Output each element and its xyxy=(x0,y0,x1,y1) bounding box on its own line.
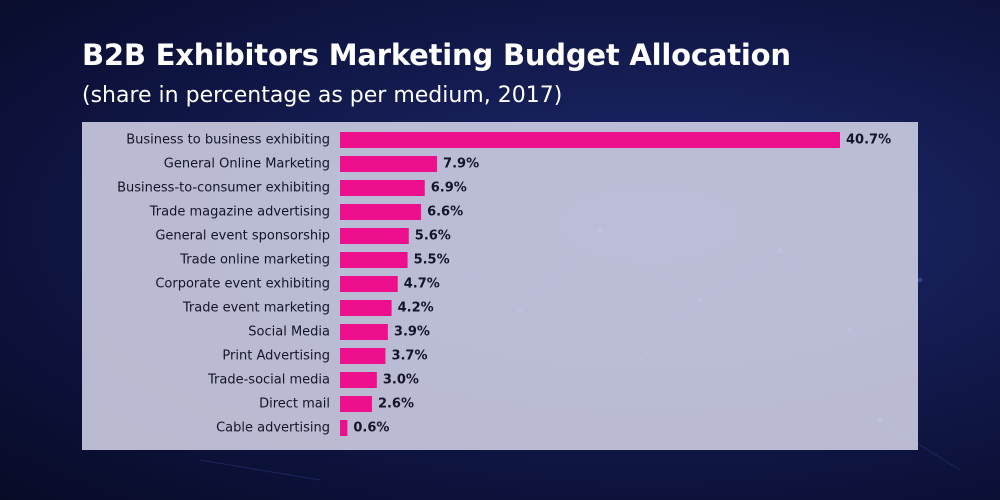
bar xyxy=(340,252,408,268)
category-label: Trade online marketing xyxy=(179,253,330,268)
bar-chart: Business to business exhibiting 40.7% Gene… xyxy=(117,132,891,436)
category-label: Social Media xyxy=(248,325,330,340)
category-label: Business-to-consumer exhibiting xyxy=(117,181,330,196)
bar xyxy=(340,396,372,412)
category-label: General event sponsorship xyxy=(155,229,330,244)
category-label: Business to business exhibiting xyxy=(126,133,330,148)
bar xyxy=(340,300,392,316)
bar xyxy=(340,132,840,148)
value-label: 3.9% xyxy=(394,325,430,340)
value-label: 6.6% xyxy=(427,205,463,220)
value-label: 4.2% xyxy=(398,301,434,316)
value-label: 0.6% xyxy=(353,421,389,436)
bar xyxy=(340,156,438,172)
category-label: Print Advertising xyxy=(222,349,330,364)
value-label: 3.7% xyxy=(391,349,427,364)
chart-title: B2B Exhibitors Marketing Budget Allocati… xyxy=(82,38,791,72)
category-label: Trade-social media xyxy=(207,373,330,388)
bar xyxy=(340,324,388,340)
category-label: Direct mail xyxy=(259,397,330,412)
category-label: Trade magazine advertising xyxy=(149,205,330,220)
value-label: 3.0% xyxy=(383,373,419,388)
chart-subtitle: (share in percentage as per medium, 2017… xyxy=(82,83,563,108)
category-label: Trade event marketing xyxy=(182,301,330,316)
bar xyxy=(340,204,422,220)
category-label: Corporate event exhibiting xyxy=(155,277,330,292)
value-label: 5.6% xyxy=(415,229,451,244)
bar xyxy=(340,348,386,364)
chart-panel: Business to business exhibiting 40.7% Gene… xyxy=(82,122,918,450)
bar xyxy=(340,372,377,388)
bar xyxy=(340,180,425,196)
category-label: Cable advertising xyxy=(216,421,330,436)
value-label: 7.9% xyxy=(443,157,479,172)
bar xyxy=(340,228,409,244)
value-label: 2.6% xyxy=(378,397,414,412)
value-label: 40.7% xyxy=(846,133,891,148)
value-label: 4.7% xyxy=(404,277,440,292)
bar xyxy=(340,420,348,436)
value-label: 5.5% xyxy=(414,253,450,268)
category-label: General Online Marketing xyxy=(164,157,330,172)
value-label: 6.9% xyxy=(431,181,467,196)
bar xyxy=(340,276,398,292)
